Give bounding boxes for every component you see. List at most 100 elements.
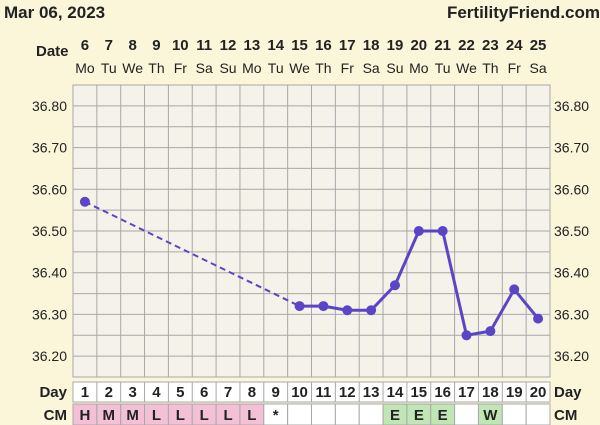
temperature-point [318, 301, 329, 312]
weekday-label: Mo [242, 60, 262, 76]
cm-label: L [176, 407, 185, 424]
date-label: 6 [81, 37, 89, 54]
cm-label: * [273, 407, 279, 424]
temperature-line [393, 230, 421, 286]
y-tick-right: 36.30 [554, 306, 589, 322]
date-label: 15 [291, 37, 308, 54]
cm-label: E [414, 407, 424, 424]
weekday-label: Mo [75, 60, 95, 76]
day-label: 11 [315, 384, 331, 401]
y-tick-left: 36.70 [32, 140, 67, 156]
cm-label: E [438, 407, 448, 424]
weekday-label: Su [219, 60, 236, 76]
cm-label: E [390, 407, 400, 424]
weekday-label: Th [315, 60, 331, 76]
day-label: 9 [272, 384, 280, 401]
day-label: 2 [105, 384, 113, 401]
date-label: 22 [458, 37, 475, 54]
cm-label: W [483, 407, 498, 424]
y-tick-right: 36.60 [554, 181, 589, 197]
weekday-label: Tu [101, 60, 117, 76]
weekday-label: Sa [196, 60, 213, 76]
day-label: 12 [339, 384, 356, 401]
temperature-point [342, 305, 353, 316]
cm-cell [287, 403, 312, 425]
day-label: 6 [200, 384, 208, 401]
chart-date-title: Mar 06, 2023 [4, 3, 106, 22]
day-row-label-right: Day [554, 384, 582, 401]
cm-label: H [80, 407, 91, 424]
weekday-label: We [456, 60, 477, 76]
temperature-point [509, 284, 520, 295]
weekday-label: We [289, 60, 310, 76]
date-label: 24 [506, 37, 523, 54]
y-tick-left: 36.40 [32, 265, 67, 281]
weekday-label: Th [482, 60, 498, 76]
day-label: 18 [482, 384, 499, 401]
weekday-label: Fr [341, 60, 355, 76]
day-label: 14 [387, 384, 404, 401]
temperature-line [489, 288, 516, 332]
temperature-point [389, 280, 400, 291]
day-label: 16 [434, 384, 451, 401]
date-label: 18 [363, 37, 380, 54]
day-row-label-left: Day [39, 384, 67, 401]
weekday-label: Su [386, 60, 403, 76]
day-label: 3 [128, 384, 136, 401]
date-label: 19 [387, 37, 404, 54]
date-label: 11 [196, 37, 212, 54]
date-label: 20 [410, 37, 427, 54]
temperature-point [485, 326, 496, 337]
temperature-line [513, 288, 540, 320]
y-tick-left: 36.50 [32, 223, 67, 239]
weekday-label: Th [148, 60, 164, 76]
weekday-label: Sa [530, 60, 547, 76]
y-tick-right: 36.20 [554, 348, 589, 364]
temperature-line [441, 230, 468, 336]
cm-label: M [126, 407, 139, 424]
cm-row-label-right: CM [554, 407, 577, 424]
temperature-point [294, 301, 305, 312]
temperature-point [413, 226, 424, 236]
date-label: 9 [152, 37, 160, 54]
temperature-line [370, 284, 397, 312]
day-label: 1 [81, 384, 89, 401]
cm-row-label-left: CM [44, 407, 67, 424]
cm-label: L [223, 407, 232, 424]
weekday-label: Tu [268, 60, 284, 76]
date-label: 25 [530, 37, 547, 54]
date-label: 23 [482, 37, 499, 54]
date-label: 21 [434, 37, 451, 54]
date-label: 14 [267, 37, 284, 54]
temperature-point [366, 305, 377, 316]
day-label: 7 [224, 384, 232, 401]
cm-label: L [200, 407, 209, 424]
cm-cell [525, 403, 551, 425]
y-tick-left: 36.60 [32, 181, 67, 197]
cm-label: L [152, 407, 161, 424]
cm-cell [501, 403, 527, 425]
date-label: 10 [172, 37, 189, 54]
day-label: 10 [291, 384, 308, 401]
site-name: FertilityFriend.com [446, 3, 600, 22]
y-tick-right: 36.80 [554, 98, 589, 114]
cm-cell [358, 403, 384, 425]
weekday-label: Sa [363, 60, 380, 76]
temperature-point [79, 196, 90, 207]
weekday-label: Fr [508, 60, 522, 76]
day-label: 20 [530, 384, 547, 401]
weekday-label: Fr [174, 60, 188, 76]
date-label: 13 [244, 37, 261, 54]
day-label: 4 [152, 384, 161, 401]
date-label: 7 [105, 37, 113, 54]
date-label: 17 [339, 37, 356, 54]
date-label: 16 [315, 37, 332, 54]
y-tick-left: 36.80 [32, 98, 67, 114]
y-tick-left: 36.20 [32, 348, 67, 364]
day-label: 8 [248, 384, 256, 401]
date-label: 12 [220, 37, 237, 54]
cm-cell [454, 403, 479, 425]
day-label: 5 [176, 384, 184, 401]
date-row-label: Date [36, 43, 69, 60]
